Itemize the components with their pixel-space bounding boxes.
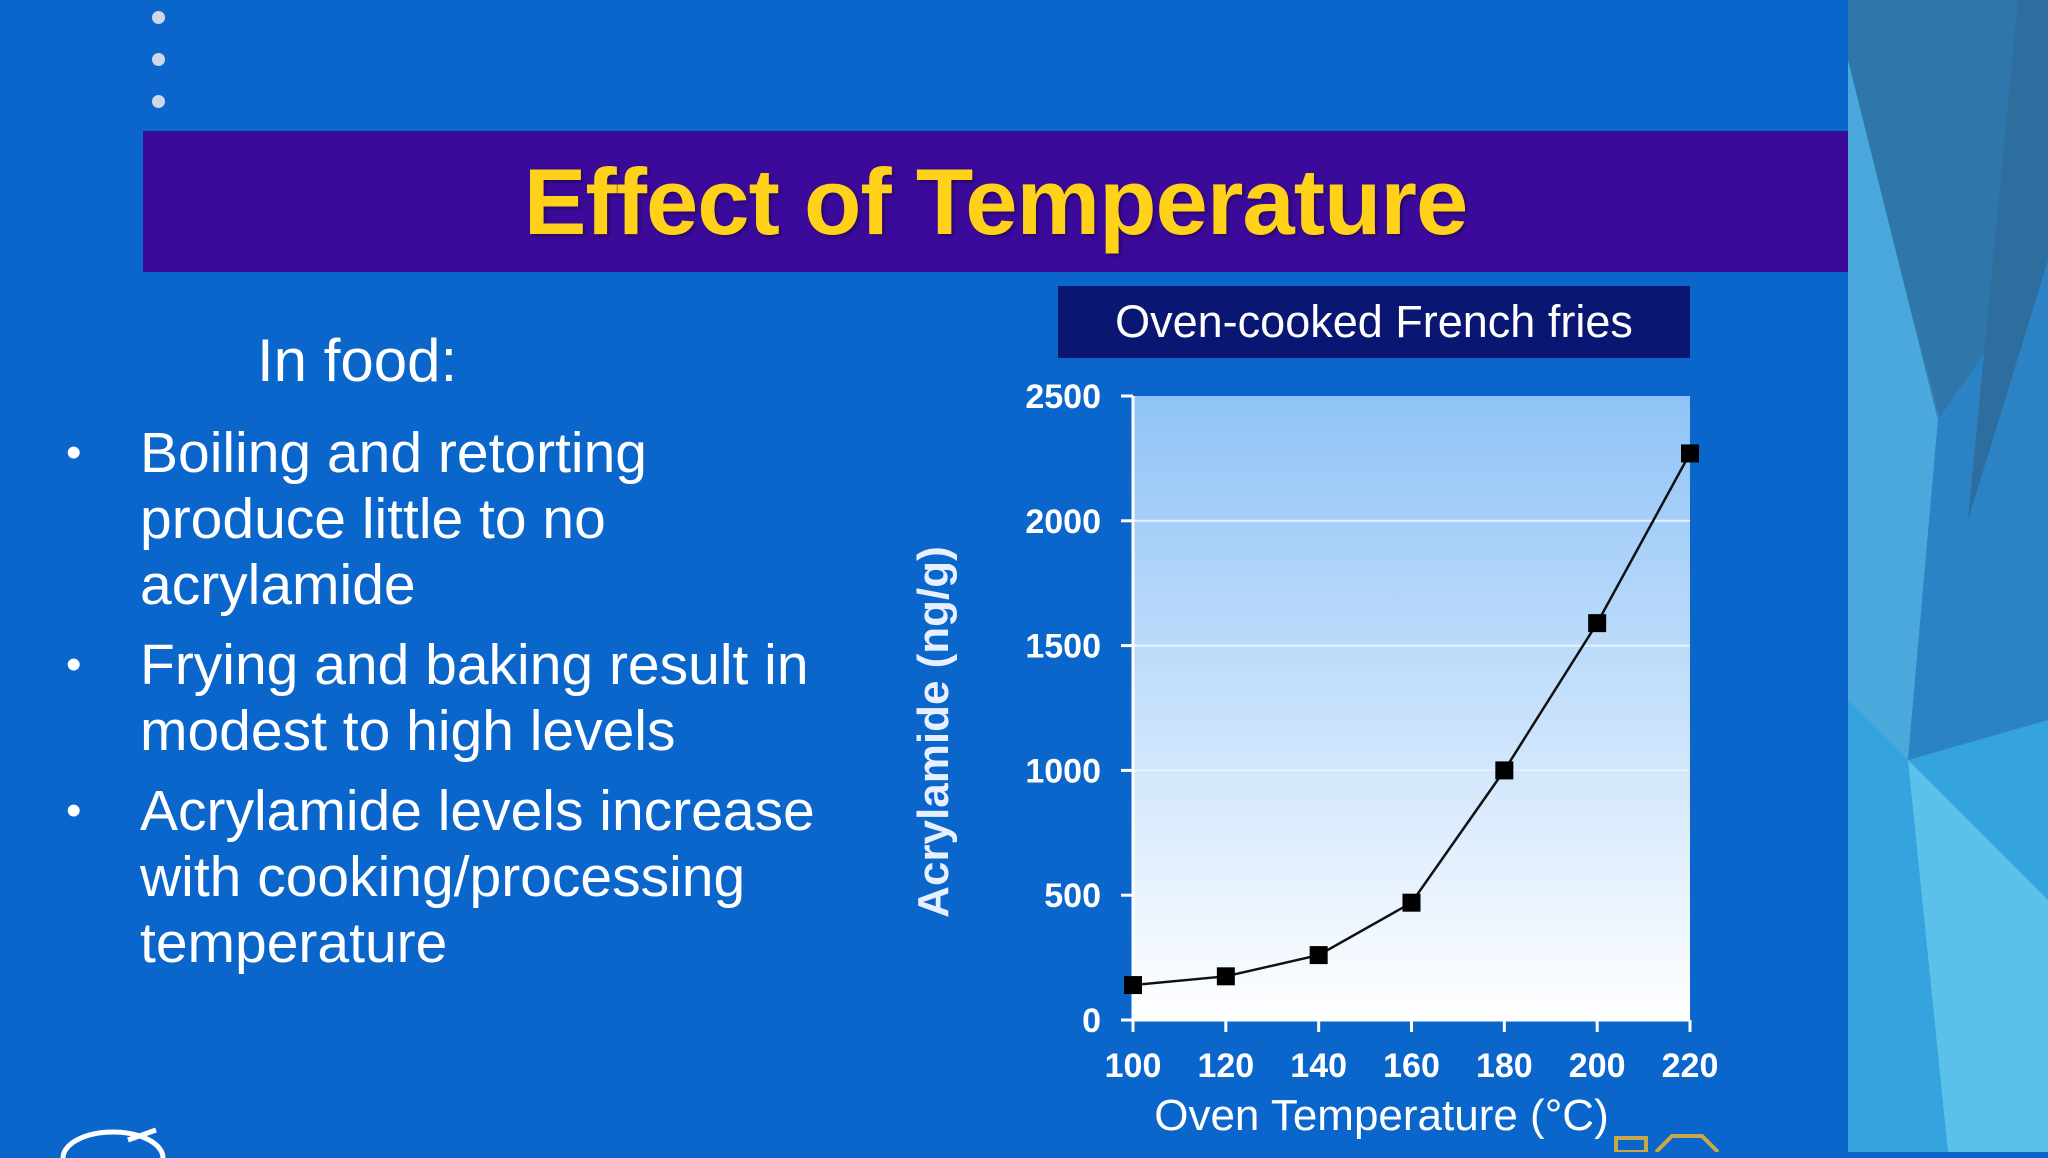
acrylamide-chart: 0 500 1000 1500 2000 2500 100 120 140 160 180 200 2… <box>909 378 1719 1140</box>
slide: Effect of Temperature In food: • Boiling… <box>60 11 1848 1158</box>
bullet-icon: • <box>66 786 82 835</box>
bullet-item: • Boiling and retorting produce little t… <box>66 420 866 618</box>
x-tick-label: 120 <box>1197 1047 1254 1085</box>
data-point <box>1309 946 1328 965</box>
y-tick-label: 2500 <box>1025 378 1101 416</box>
plot-area <box>1133 396 1690 1020</box>
bullet-icon: • <box>66 428 82 477</box>
y-tick-label: 1500 <box>1025 628 1101 666</box>
slide-title: Effect of Temperature <box>523 148 1469 254</box>
agency-logo-icon <box>60 1127 166 1158</box>
x-tick-label: 160 <box>1383 1047 1440 1085</box>
decorative-facets <box>1848 0 2048 1152</box>
bullet-text: Acrylamide levels increase with cooking/… <box>140 779 815 975</box>
decor-dot <box>152 53 165 66</box>
x-tick-label: 200 <box>1569 1047 1626 1085</box>
bullet-item: • Acrylamide levels increase with cookin… <box>66 778 866 976</box>
y-tick-label: 2000 <box>1025 503 1101 541</box>
title-band: Effect of Temperature <box>143 131 1848 272</box>
subheading: In food: <box>257 327 458 394</box>
y-axis-label: Acrylamide (ng/g) <box>909 546 958 918</box>
x-tick-label: 220 <box>1662 1047 1719 1085</box>
fda-logo-icon <box>1614 1134 1720 1152</box>
bullet-text: Frying and baking result in modest to hi… <box>140 633 809 763</box>
bullet-text: Boiling and retorting produce little to … <box>140 421 647 617</box>
decor-dot <box>152 95 165 108</box>
decor-dot <box>152 11 165 24</box>
x-tick-label: 140 <box>1290 1047 1347 1085</box>
x-axis-label: Oven Temperature (°C) <box>1154 1091 1609 1140</box>
x-tick-label: 180 <box>1476 1047 1533 1085</box>
data-point <box>1588 614 1607 633</box>
bullet-item: • Frying and baking result in modest to … <box>66 632 866 764</box>
y-tick-label: 0 <box>1082 1002 1101 1040</box>
data-point <box>1681 444 1699 463</box>
x-tick-label: 100 <box>1105 1047 1162 1085</box>
y-tick-label: 500 <box>1044 877 1101 915</box>
y-tick-label: 1000 <box>1025 752 1101 790</box>
data-point <box>1124 976 1142 995</box>
data-point <box>1495 761 1514 780</box>
data-point <box>1402 893 1421 912</box>
bullet-icon: • <box>66 640 82 689</box>
data-point <box>1216 967 1235 986</box>
chart-title: Oven-cooked French fries <box>1058 286 1690 358</box>
bullet-list: • Boiling and retorting produce little t… <box>66 420 866 990</box>
